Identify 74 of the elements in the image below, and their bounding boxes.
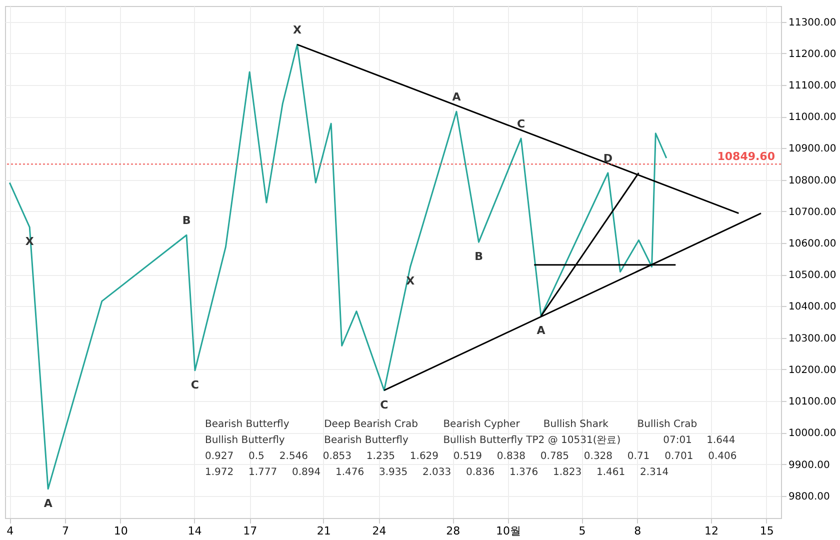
annotation: 1.461 [596,467,626,478]
y-tick-label: 10500.00 [788,270,836,282]
annotation: 1.823 [553,467,582,478]
x-tick-label: 12 [704,524,719,538]
annotation: 0.894 [292,467,321,478]
x-tick-label: 7 [62,524,69,538]
x-tick-label: 28 [446,524,460,538]
annotation: C [190,378,199,392]
x-tick-label: 14 [188,524,202,538]
annotation: 07:01 [663,435,692,446]
annotation: 3.935 [379,467,408,478]
annotation: 2.314 [640,467,669,478]
annotation: 1.629 [410,451,439,462]
y-tick-label: 11000.00 [788,112,836,124]
x-tick-label: 17 [243,524,258,538]
annotation: 1.644 [706,435,736,446]
annotation: C [517,117,526,130]
y-tick-label: 11300.00 [788,17,836,28]
annotation: X [293,24,302,37]
y-tick-label: 10100.00 [788,396,836,408]
x-tick-label: 15 [760,524,774,538]
annotation: 0.838 [496,451,526,462]
annotation: Bearish Butterfly [205,419,290,430]
annotation: 2.033 [422,467,452,478]
x-tick-label: 21 [316,524,331,538]
y-tick-label: 9800.00 [788,491,830,502]
annotation: B [474,250,483,264]
annotation: Bullish Shark [543,419,609,430]
annotation: Bullish Butterfly [205,435,285,446]
annotation: Deep Bearish Crab [324,419,418,430]
annotation: 0.701 [664,451,694,462]
annotation: 0.5 [248,451,264,462]
ref-line-label: 10849.60 [717,150,776,164]
y-tick-label: 11100.00 [788,80,836,92]
x-tick-label: 8 [634,524,642,538]
annotation: 0.836 [466,467,495,478]
annotation: A [452,90,462,104]
annotation: D [603,152,613,165]
annotation: A [536,324,546,338]
annotation: Bearish Butterfly [324,435,408,446]
y-tick-label: 10300.00 [788,333,836,344]
annotation: 0.71 [627,451,650,462]
x-tick-label: 5 [578,524,586,538]
annotation: 1.235 [366,451,396,462]
y-tick-label: 10800.00 [788,175,836,186]
annotation: 1.476 [336,467,364,478]
annotation: B [182,214,191,228]
annotation: 0.519 [453,451,482,462]
annotation: 1.376 [510,467,538,478]
annotation: C [380,398,388,412]
y-tick-label: 9900.00 [788,460,830,471]
annotation: 0.927 [205,451,234,462]
x-tick-label: 10 [114,524,128,538]
annotation: 0.328 [584,451,613,462]
annotation: Bullish Butterfly TP2 @ 10531(완료) [443,435,621,446]
annotation: Bullish Crab [637,419,698,430]
annotation: A [44,496,53,510]
y-tick-label: 11200.00 [788,48,836,60]
annotation: 0.406 [708,451,737,462]
annotation: Bearish Cypher [443,419,521,430]
annotation: 0.785 [540,451,570,462]
annotation: 1.777 [248,467,278,478]
y-tick-label: 10700.00 [788,206,836,218]
x-tick-label: 24 [372,524,386,538]
x-tick-label: 4 [6,524,14,538]
x-tick-label: 10월 [496,524,521,538]
y-tick-label: 10600.00 [788,238,836,250]
annotation: 0.853 [322,451,352,462]
y-tick-label: 10000.00 [788,428,836,440]
y-tick-label: 10400.00 [788,302,836,313]
y-tick-label: 10200.00 [788,364,836,376]
annotation: 1.972 [205,467,234,478]
annotation: 2.546 [279,451,308,462]
y-tick-label: 10900.00 [788,144,836,155]
